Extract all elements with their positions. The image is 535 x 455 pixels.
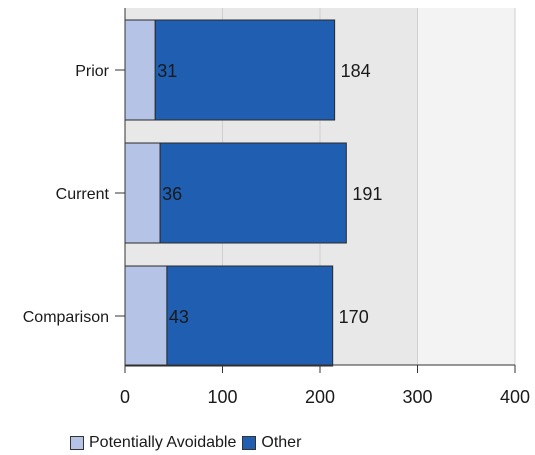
labels: 0 100 200 300 400 31 184 Prior 36 191 Current 43 170…	[23, 61, 530, 407]
x-tick-label: 0	[120, 387, 130, 407]
legend-item-potentially-avoidable: Potentially Avoidable	[70, 434, 236, 452]
category-label: Current	[56, 186, 110, 203]
legend-label-potentially-avoidable: Potentially Avoidable	[89, 434, 237, 451]
legend: Potentially Avoidable Other	[70, 432, 307, 454]
category-label: Comparison	[23, 309, 109, 326]
data-label: 191	[352, 184, 382, 204]
x-tick-label: 400	[500, 387, 530, 407]
bar-other	[154, 19, 336, 121]
category-label: Prior	[75, 63, 109, 80]
bar-potentially-avoidable	[124, 19, 156, 121]
x-tick-label: 300	[402, 387, 432, 407]
bar-other	[166, 265, 334, 367]
data-label: 31	[157, 61, 177, 81]
x-tick-label: 200	[305, 387, 335, 407]
bars	[124, 19, 347, 367]
bar-potentially-avoidable	[124, 265, 168, 367]
x-tick-label: 100	[207, 387, 237, 407]
data-label: 170	[339, 307, 369, 327]
data-label: 43	[169, 307, 189, 327]
data-label: 36	[162, 184, 182, 204]
bar-potentially-avoidable	[124, 142, 161, 244]
legend-swatch-potentially-avoidable	[70, 436, 84, 450]
legend-item-other: Other	[242, 434, 301, 452]
data-label: 184	[341, 61, 371, 81]
axes	[115, 8, 516, 373]
legend-label-other: Other	[261, 434, 302, 451]
legend-swatch-other	[242, 436, 257, 450]
bar-other	[159, 142, 347, 244]
